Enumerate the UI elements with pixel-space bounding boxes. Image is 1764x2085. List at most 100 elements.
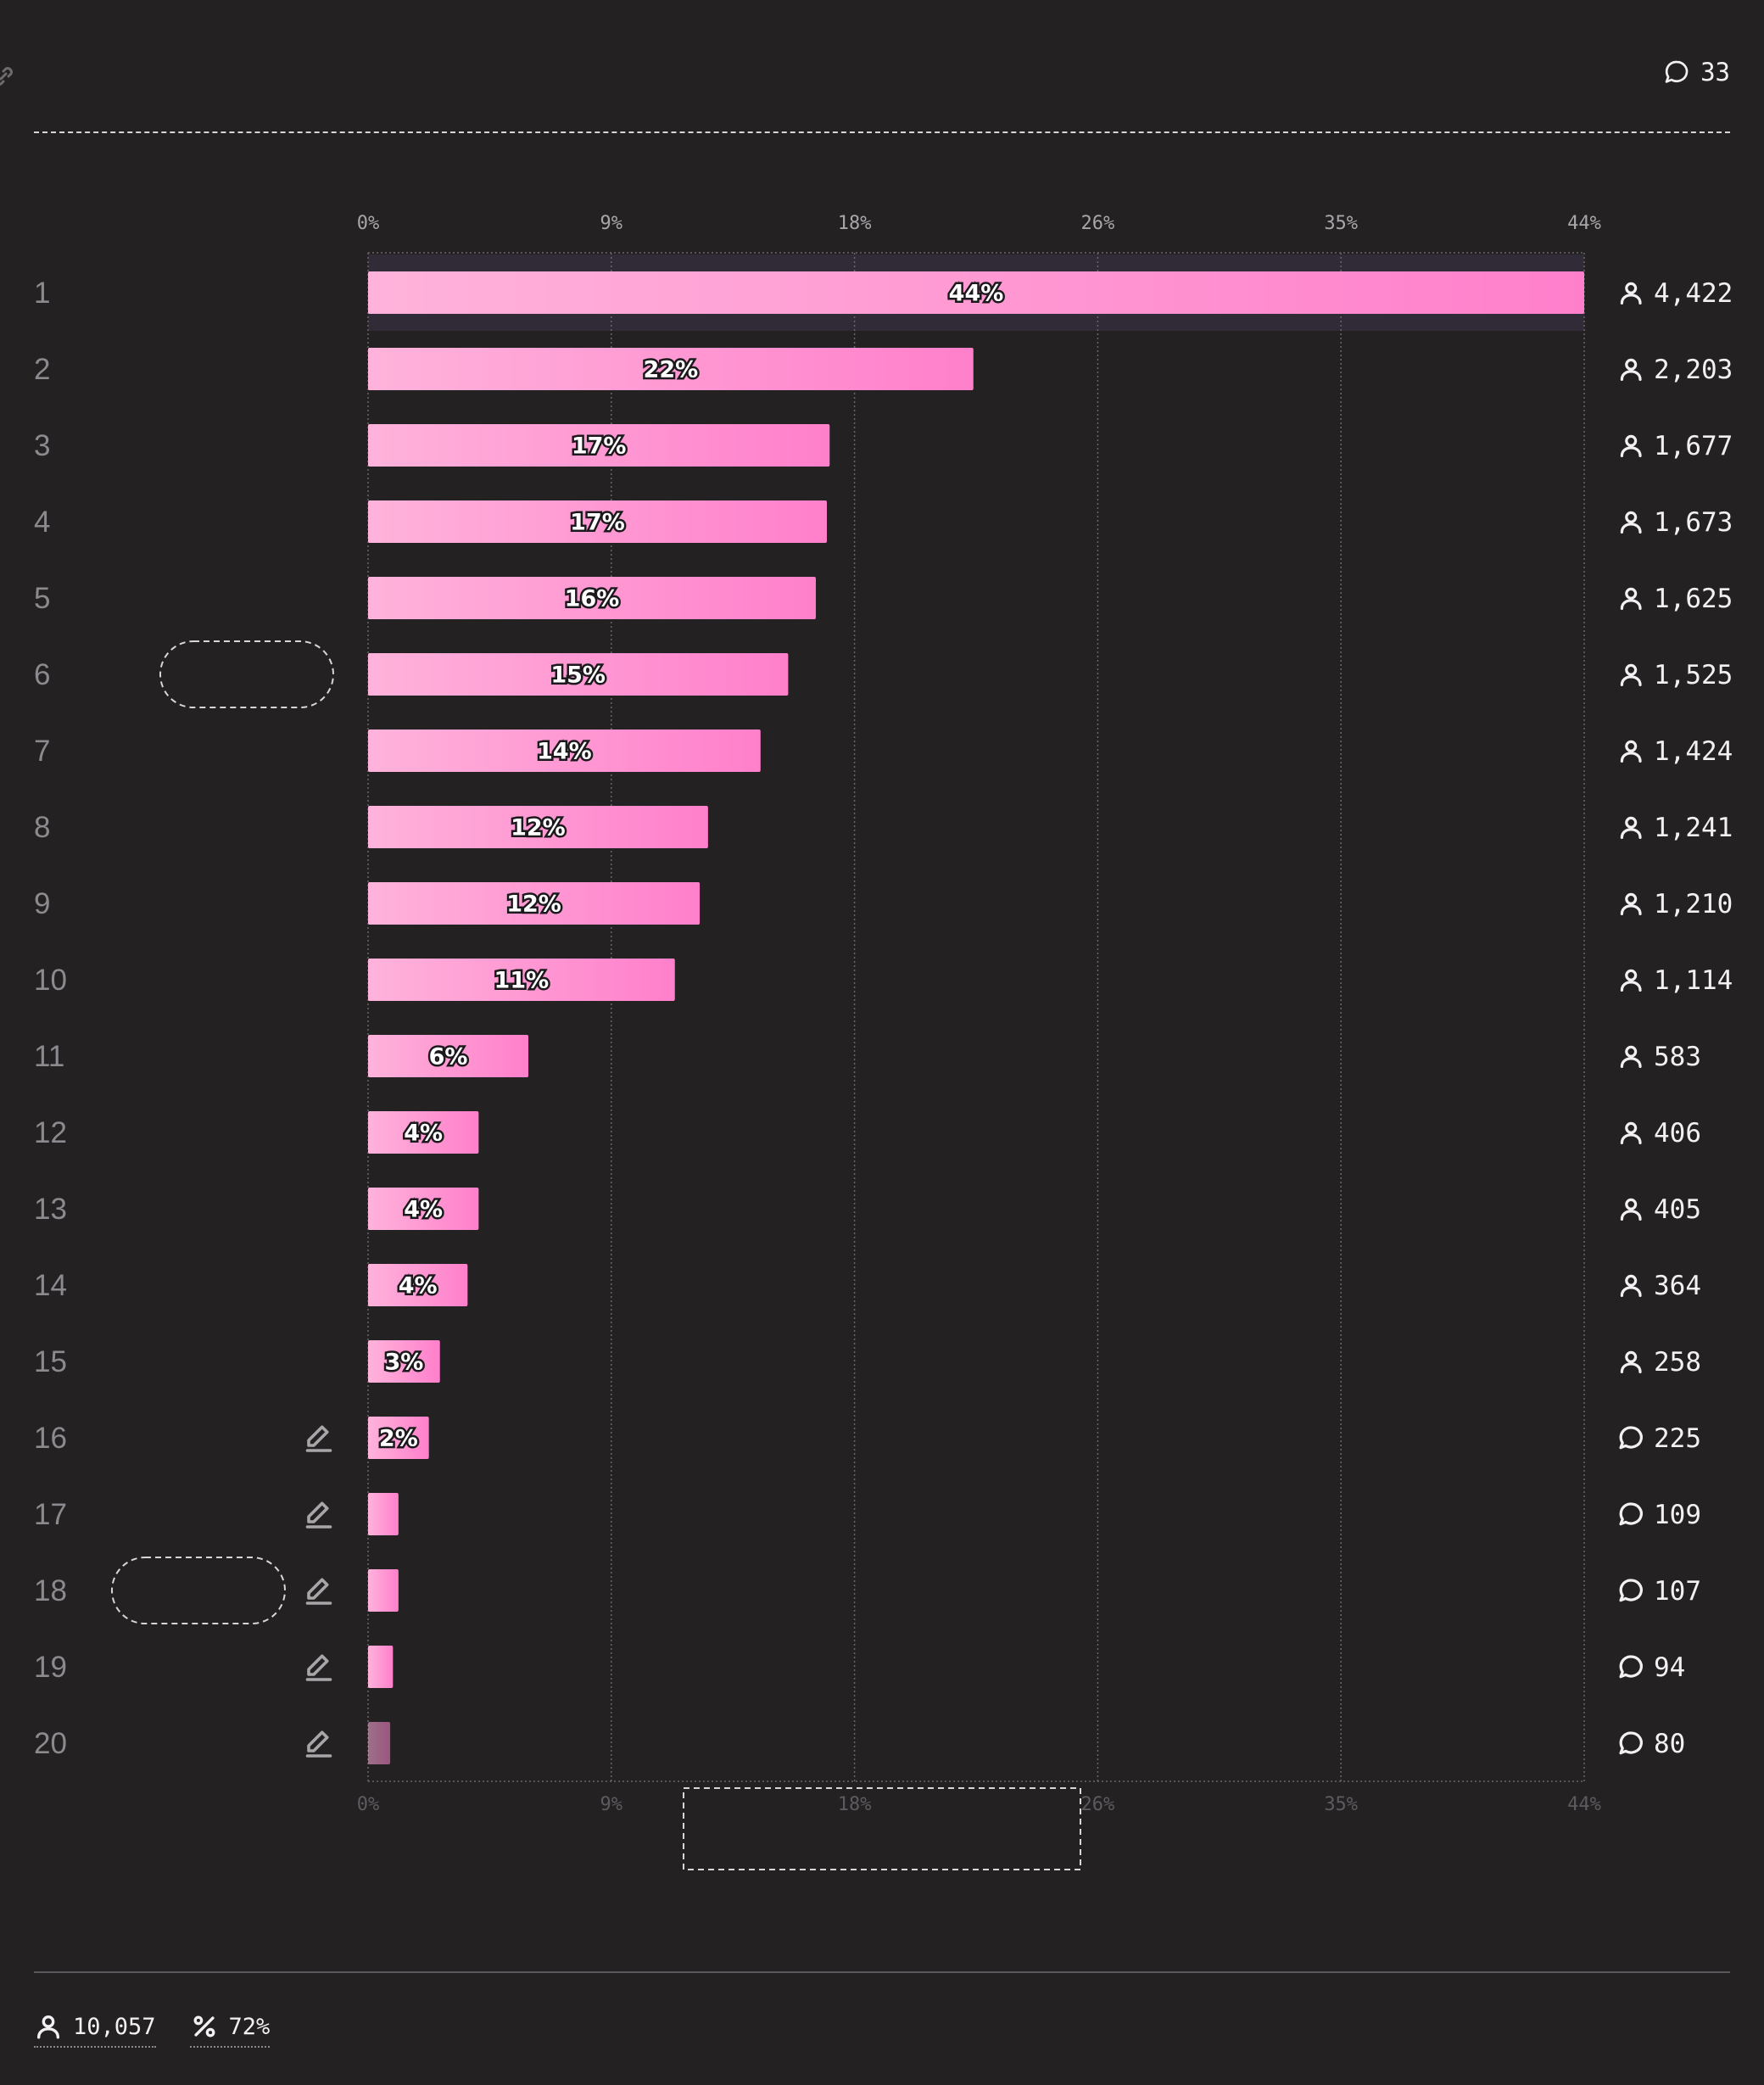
comments-counter[interactable]: 33 (1663, 58, 1730, 87)
speech-bubble-icon (1619, 1426, 1643, 1450)
bar[interactable] (368, 1264, 468, 1306)
bar-row[interactable]: 18 107 (34, 1569, 1701, 1612)
bar[interactable] (368, 424, 830, 467)
speech-bubble-icon (1665, 60, 1689, 83)
bar[interactable] (368, 1493, 399, 1535)
participants-stat[interactable]: 10,057 (34, 2012, 156, 2048)
bar-row[interactable]: 2 22% 2,203 (34, 348, 1733, 390)
bar-row[interactable]: 1 44% 4,422 (34, 271, 1733, 314)
bar[interactable] (368, 729, 761, 772)
bar-value-label: 22% (644, 357, 699, 383)
link-icon[interactable] (0, 61, 19, 92)
response-count: 1,625 (1654, 584, 1733, 614)
footer-stats: 10,057 72% (34, 2012, 271, 2048)
bar-row[interactable]: 5 16% 1,625 (34, 577, 1733, 619)
response-count: 406 (1654, 1118, 1701, 1149)
bar-value-label: 17% (572, 433, 627, 460)
user-icon (1620, 1045, 1642, 1068)
bar-row[interactable]: 15 3% 258 (34, 1340, 1701, 1383)
bar-row[interactable]: 8 12% 1,241 (34, 806, 1733, 848)
rank-label: 17 (34, 1498, 67, 1531)
bar-row[interactable]: 9 12% 1,210 (34, 882, 1733, 925)
bar-row[interactable]: 13 4% 405 (34, 1188, 1701, 1230)
bar-value-label: 4% (399, 1273, 438, 1300)
response-count: 583 (1654, 1042, 1701, 1072)
bar-value-label: 16% (565, 586, 620, 612)
user-icon (1620, 1274, 1642, 1297)
pencil-icon[interactable] (305, 1425, 332, 1452)
user-icon (1620, 282, 1642, 305)
bar[interactable] (368, 577, 816, 619)
bar-value-label: 17% (570, 510, 625, 536)
bottom-divider (34, 1971, 1730, 1973)
bar-value-label: 44% (949, 281, 1004, 307)
x-tick-label: 26% (1081, 213, 1115, 234)
bar[interactable] (368, 1111, 479, 1154)
bar-row[interactable]: 20 80 (34, 1722, 1685, 1764)
x-tick-label-bottom: 9% (600, 1794, 623, 1815)
user-icon (1620, 663, 1642, 686)
dashed-placeholder-row-18 (111, 1557, 286, 1624)
bar[interactable] (368, 1340, 440, 1383)
bar[interactable] (368, 1646, 394, 1688)
bar-row[interactable]: 16 2% 225 (34, 1417, 1701, 1459)
speech-bubble-icon (1619, 1579, 1643, 1602)
pencil-icon[interactable] (305, 1501, 332, 1529)
pencil-icon[interactable] (305, 1578, 332, 1605)
bar[interactable] (368, 271, 1584, 314)
response-count: 1,673 (1654, 507, 1733, 538)
bar[interactable] (368, 806, 708, 848)
bar[interactable] (368, 348, 974, 390)
user-icon (1620, 892, 1642, 915)
bar[interactable] (368, 1722, 391, 1764)
user-icon (1620, 1198, 1642, 1221)
rank-label: 20 (34, 1727, 67, 1760)
bar[interactable] (368, 653, 789, 696)
bar-row[interactable]: 19 94 (34, 1646, 1685, 1688)
user-icon (36, 2015, 60, 2039)
rank-label: 1 (34, 277, 50, 310)
bar[interactable] (368, 1417, 429, 1459)
bar-value-label: 12% (506, 892, 561, 918)
bar-row[interactable]: 4 17% 1,673 (34, 500, 1733, 543)
bar-row[interactable]: 7 14% 1,424 (34, 729, 1733, 772)
user-icon (1620, 740, 1642, 763)
user-icon (1620, 358, 1642, 381)
bar-row[interactable]: 12 4% 406 (34, 1111, 1701, 1154)
percent-icon (193, 2015, 215, 2037)
rank-label: 6 (34, 658, 50, 691)
response-count: 2,203 (1654, 355, 1733, 385)
x-tick-label: 0% (357, 213, 380, 234)
bar-row[interactable]: 11 6% 583 (34, 1035, 1701, 1077)
bar-value-label: 12% (511, 815, 566, 841)
response-count: 4,422 (1654, 278, 1733, 309)
response-count: 258 (1654, 1347, 1701, 1378)
bar-row[interactable]: 14 4% 364 (34, 1264, 1701, 1306)
speech-bubble-icon (1619, 1731, 1643, 1755)
user-icon (1620, 434, 1642, 457)
bar[interactable] (368, 1035, 529, 1077)
bar[interactable] (368, 959, 675, 1001)
response-count: 1,525 (1654, 660, 1733, 690)
x-tick-label-bottom: 35% (1324, 1794, 1358, 1815)
pencil-icon[interactable] (305, 1730, 332, 1758)
rank-label: 3 (34, 429, 50, 462)
bar-value-label: 4% (404, 1197, 443, 1223)
user-icon (1620, 969, 1642, 992)
bar-value-label: 4% (404, 1121, 443, 1147)
rank-label: 4 (34, 506, 50, 539)
bar-row[interactable]: 3 17% 1,677 (34, 424, 1733, 467)
pencil-icon[interactable] (305, 1654, 332, 1681)
percentage-stat[interactable]: 72% (189, 2012, 271, 2048)
rank-label: 11 (34, 1040, 64, 1073)
bar[interactable] (368, 500, 828, 543)
speech-bubble-icon (1619, 1502, 1643, 1526)
bar[interactable] (368, 1569, 399, 1612)
bar-row[interactable]: 10 11% 1,114 (34, 959, 1733, 1001)
bar[interactable] (368, 882, 701, 925)
bar-row[interactable]: 6 15% 1,525 (34, 653, 1733, 696)
bar[interactable] (368, 1188, 479, 1230)
user-icon (1620, 816, 1642, 839)
bar-row[interactable]: 17 109 (34, 1493, 1701, 1535)
rank-label: 9 (34, 887, 50, 920)
